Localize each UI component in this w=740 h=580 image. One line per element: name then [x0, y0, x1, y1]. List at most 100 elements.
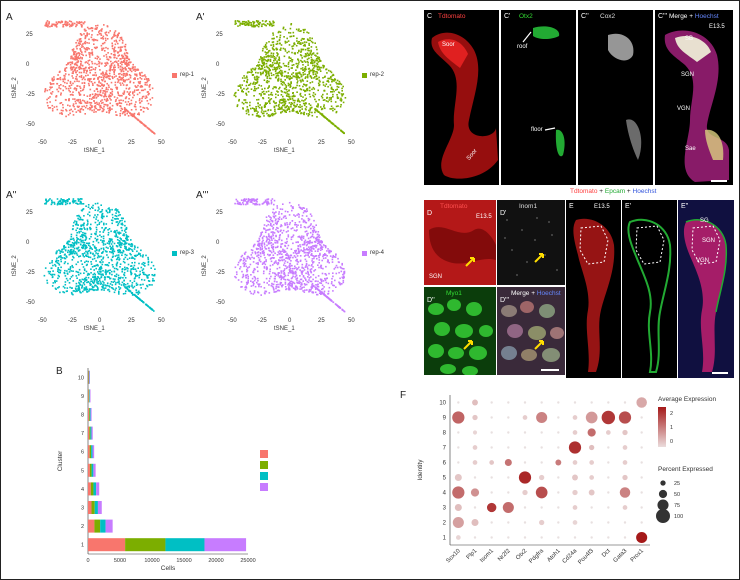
- micrograph-e: E13.5 E: [566, 200, 621, 378]
- dot-Sox10-cluster-9: [452, 411, 465, 424]
- panel-label-c2: C'': [581, 13, 589, 20]
- background-dot: [607, 446, 610, 449]
- x-tick-label: Plp1: [466, 548, 479, 561]
- bar-segment-rep-1-cluster-8: [88, 407, 89, 422]
- legend-swatch: [172, 72, 177, 78]
- x-tick-label: Isom1: [479, 548, 495, 564]
- dot-Pou4f3-cluster-4: [588, 489, 595, 496]
- micrograph-d2: Myo1 D'': [424, 287, 496, 375]
- x-tick-label: Pou4f3: [577, 548, 595, 566]
- micrograph-e-stage: E13.5: [594, 204, 610, 210]
- dot-Isom1-cluster-3: [486, 502, 497, 513]
- micrograph-c3-ann2: SGN: [681, 72, 695, 78]
- background-dot: [507, 521, 510, 524]
- tsne-panel-rep-3: [24, 186, 209, 361]
- dot-Otx2-cluster-4: [522, 489, 528, 496]
- y-tick-label: 6: [443, 461, 447, 467]
- y-tick-label: 2: [81, 524, 84, 530]
- background-dot: [607, 461, 610, 464]
- tsne-y-label: tSNE_2: [12, 255, 18, 276]
- tsne-y-label: tSNE_2: [202, 77, 208, 98]
- micrograph-c3-stage: E13.5: [709, 24, 725, 30]
- bar-segment-rep-1-cluster-2: [88, 519, 95, 533]
- y-tick-label: 4: [443, 491, 447, 497]
- background-dot: [607, 506, 610, 509]
- panel-label-c1: C': [504, 13, 511, 20]
- background-dot: [473, 476, 477, 479]
- background-dot: [457, 431, 460, 434]
- panel-label-c: C: [427, 13, 433, 20]
- background-dot: [540, 536, 543, 539]
- tsne-y-tick: 25: [216, 210, 223, 216]
- background-dot: [557, 491, 560, 494]
- x-tick-label: Nr2f2: [497, 548, 512, 563]
- bar-segment-rep-2-cluster-9: [88, 389, 90, 403]
- background-dot: [523, 506, 527, 509]
- tsne-points: [234, 198, 346, 313]
- legend-label: rep-3: [180, 250, 195, 256]
- dot-Nr2f2-cluster-3: [502, 501, 514, 514]
- expression-tick: 0: [670, 439, 673, 445]
- background-dot: [540, 446, 543, 449]
- tsne-points: [233, 20, 347, 135]
- bar-segment-rep-2-cluster-8: [88, 407, 90, 422]
- micrograph-e-title: Tdtomato + Epcam + Hoechst: [570, 188, 736, 200]
- dot-Atoh1-cluster-6: [555, 459, 562, 466]
- dot-Cd24a-cluster-8: [572, 430, 578, 435]
- tsne-x-tick: -25: [68, 140, 77, 146]
- tsne-y-label: tSNE_2: [12, 77, 18, 98]
- percent-legend-dot: [660, 480, 666, 486]
- micrograph-d3-title-a: Merge +: [511, 290, 537, 297]
- y-tick-label: 4: [81, 487, 84, 493]
- x-tick-label: Pdgfra: [528, 548, 545, 565]
- dot-Cd24a-cluster-2: [572, 520, 578, 525]
- background-dot: [640, 476, 643, 479]
- tsne-plot: [233, 20, 347, 135]
- dot-Pdgfra-cluster-9: [536, 411, 548, 424]
- background-dot: [457, 461, 460, 464]
- background-dot: [473, 506, 477, 509]
- dot-Pou4f3-cluster-8: [587, 428, 596, 437]
- bar-segment-rep-3-cluster-3: [94, 500, 98, 515]
- dot-Cd24a-cluster-4: [572, 489, 578, 496]
- legend-swatch-rep-1: [260, 450, 268, 458]
- bar-segment-rep-4-cluster-8: [90, 407, 92, 422]
- x-tick-label: 10000: [144, 558, 159, 564]
- panel-label-d3: D''': [500, 297, 510, 304]
- dot-Nr2f2-cluster-6: [504, 458, 512, 467]
- panel-label-c3: C''': [658, 13, 668, 20]
- y-tick-label: 3: [443, 506, 447, 512]
- background-dot: [490, 476, 493, 479]
- background-dot: [523, 446, 527, 449]
- dot-Cd24a-cluster-3: [572, 505, 578, 510]
- bar-segment-rep-3-cluster-4: [93, 482, 97, 496]
- dot-Pdgfra-cluster-2: [539, 519, 545, 526]
- bar-segment-rep-3-cluster-2: [100, 519, 106, 533]
- micrograph-d-ann1: SGN: [429, 274, 443, 280]
- tsne-x-tick: 50: [348, 318, 355, 324]
- dot-Pou4f3-cluster-7: [589, 444, 595, 451]
- legend-swatch-rep-3: [260, 472, 268, 480]
- background-dot: [457, 446, 460, 449]
- micrograph-c3-title: Merge + Hoechst: [669, 13, 719, 20]
- tsne-y-tick: 25: [26, 210, 33, 216]
- bar-segment-rep-3-cluster-7: [90, 426, 92, 440]
- tsne-legend: rep-4: [362, 250, 384, 256]
- tsne-x-tick: -50: [38, 140, 47, 146]
- dot-Pdgfra-cluster-4: [535, 486, 548, 499]
- x-tick-label: Sox10: [445, 548, 462, 565]
- x-tick-label: 5000: [114, 558, 126, 564]
- tsne-x-tick: 50: [158, 318, 165, 324]
- dot-Isom1-cluster-6: [489, 460, 495, 465]
- y-tick-label: 9: [81, 394, 84, 400]
- tsne-plot: [43, 198, 156, 312]
- micrograph-d-stage: E13.5: [476, 214, 492, 220]
- bar-segment-rep-1-cluster-1: [88, 538, 126, 552]
- y-tick-label: 1: [81, 543, 84, 549]
- panel-label-e1: E': [625, 203, 632, 210]
- tsne-x-tick: 25: [318, 318, 325, 324]
- x-tick-label: Gata3: [613, 548, 629, 564]
- micrograph-c1-ann1: roof: [517, 44, 528, 50]
- tsne-y-tick: -50: [216, 300, 225, 306]
- dot-Gata3-cluster-9: [618, 411, 632, 424]
